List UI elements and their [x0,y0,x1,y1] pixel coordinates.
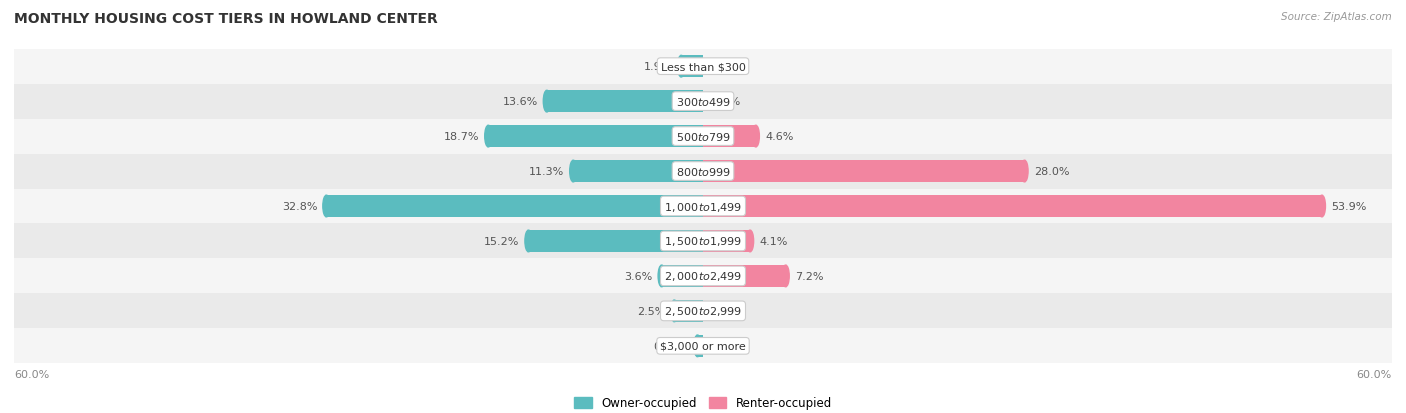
Bar [681,56,703,78]
Bar [703,161,1025,183]
Bar [662,266,703,287]
Bar [703,266,786,287]
Circle shape [752,126,759,147]
Text: 0.0%: 0.0% [713,306,741,316]
Circle shape [1319,196,1326,217]
Bar [703,126,756,147]
Bar [326,196,703,217]
Text: $2,000 to $2,499: $2,000 to $2,499 [664,270,742,283]
Circle shape [524,230,531,252]
Bar [574,161,703,183]
Bar [697,335,703,357]
Text: $500 to $799: $500 to $799 [675,131,731,143]
Text: 0.0%: 0.0% [713,341,741,351]
Text: $2,500 to $2,999: $2,500 to $2,999 [664,305,742,318]
Circle shape [658,266,665,287]
Bar [703,196,1322,217]
Text: 53.9%: 53.9% [1331,202,1367,211]
Text: $300 to $499: $300 to $499 [675,96,731,108]
Text: 0.48%: 0.48% [652,341,689,351]
Text: 13.6%: 13.6% [502,97,537,107]
Text: 32.8%: 32.8% [281,202,318,211]
Text: 0.0%: 0.0% [713,62,741,72]
Bar [14,50,1392,84]
Text: 3.6%: 3.6% [624,271,652,281]
Bar [14,259,1392,294]
Text: MONTHLY HOUSING COST TIERS IN HOWLAND CENTER: MONTHLY HOUSING COST TIERS IN HOWLAND CE… [14,12,437,26]
Text: 2.5%: 2.5% [637,306,665,316]
Text: $1,000 to $1,499: $1,000 to $1,499 [664,200,742,213]
Text: $3,000 or more: $3,000 or more [661,341,745,351]
Text: 60.0%: 60.0% [14,369,49,379]
Text: $800 to $999: $800 to $999 [675,166,731,178]
Text: $1,500 to $1,999: $1,500 to $1,999 [664,235,742,248]
Bar [529,230,703,252]
Circle shape [671,300,678,322]
Circle shape [695,335,702,357]
Bar [14,189,1392,224]
Text: 1.9%: 1.9% [644,62,672,72]
Text: 4.1%: 4.1% [759,236,787,247]
Legend: Owner-occupied, Renter-occupied: Owner-occupied, Renter-occupied [569,392,837,413]
Text: 60.0%: 60.0% [1357,369,1392,379]
Bar [14,154,1392,189]
Circle shape [1021,161,1028,183]
Bar [547,91,703,113]
Circle shape [485,126,492,147]
Circle shape [323,196,330,217]
Text: 7.2%: 7.2% [794,271,824,281]
Circle shape [678,56,685,78]
Bar [14,84,1392,119]
Bar [14,329,1392,363]
Bar [675,300,703,322]
Text: Less than $300: Less than $300 [661,62,745,72]
Text: Source: ZipAtlas.com: Source: ZipAtlas.com [1281,12,1392,22]
Bar [14,294,1392,329]
Bar [703,230,749,252]
Circle shape [543,91,550,113]
Circle shape [747,230,754,252]
Bar [14,224,1392,259]
Text: 11.3%: 11.3% [529,166,564,177]
Text: 18.7%: 18.7% [444,132,479,142]
Bar [488,126,703,147]
Text: 28.0%: 28.0% [1033,166,1069,177]
Bar [14,119,1392,154]
Text: 4.6%: 4.6% [765,132,793,142]
Circle shape [569,161,576,183]
Circle shape [782,266,789,287]
Text: 0.0%: 0.0% [713,97,741,107]
Text: 15.2%: 15.2% [484,236,519,247]
